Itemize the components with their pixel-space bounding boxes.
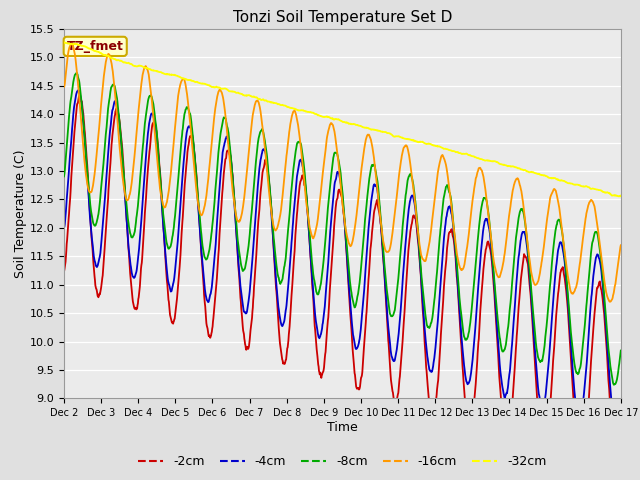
Text: TZ_fmet: TZ_fmet	[67, 40, 124, 53]
X-axis label: Time: Time	[327, 421, 358, 434]
Title: Tonzi Soil Temperature Set D: Tonzi Soil Temperature Set D	[233, 10, 452, 25]
Legend: -2cm, -4cm, -8cm, -16cm, -32cm: -2cm, -4cm, -8cm, -16cm, -32cm	[133, 450, 552, 473]
Y-axis label: Soil Temperature (C): Soil Temperature (C)	[13, 149, 27, 278]
